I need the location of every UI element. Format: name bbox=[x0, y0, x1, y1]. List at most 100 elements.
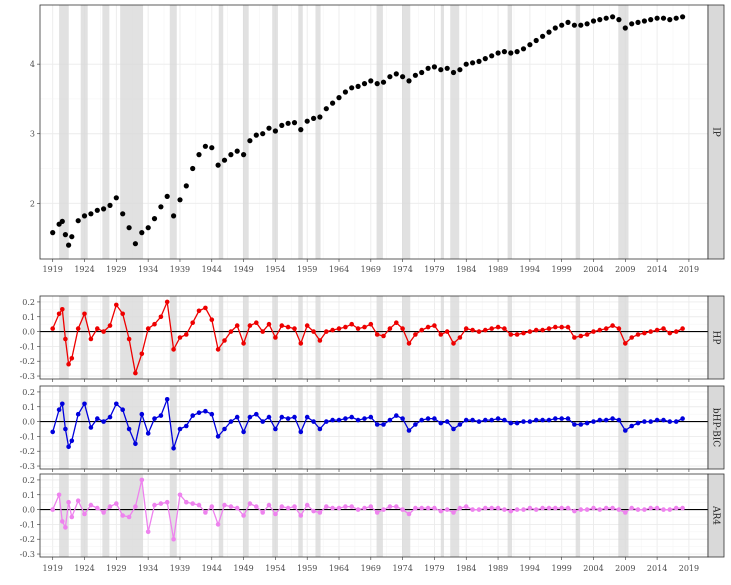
data-point bbox=[349, 504, 355, 509]
recession-band bbox=[102, 386, 110, 469]
data-point bbox=[559, 416, 564, 421]
x-tick-label: 1949 bbox=[233, 265, 253, 274]
data-point bbox=[215, 522, 221, 527]
data-point bbox=[272, 128, 278, 134]
recession-band bbox=[169, 296, 177, 379]
data-point bbox=[158, 413, 164, 418]
data-point bbox=[502, 507, 507, 512]
data-point bbox=[635, 332, 641, 337]
recession-band bbox=[298, 386, 303, 469]
data-point bbox=[221, 157, 228, 163]
data-point bbox=[133, 441, 138, 447]
data-point bbox=[317, 338, 323, 343]
x-tick-label: 2004 bbox=[583, 265, 603, 274]
data-point bbox=[241, 513, 246, 518]
data-point bbox=[578, 333, 584, 339]
data-point bbox=[298, 341, 304, 346]
data-point bbox=[273, 335, 278, 340]
data-point bbox=[82, 311, 87, 317]
data-point bbox=[533, 327, 539, 333]
data-point bbox=[101, 510, 106, 515]
data-point bbox=[578, 507, 584, 512]
data-point bbox=[177, 335, 183, 340]
data-point bbox=[533, 507, 539, 512]
data-point bbox=[222, 502, 227, 508]
data-point bbox=[483, 505, 488, 511]
data-point bbox=[323, 106, 329, 112]
data-point bbox=[266, 321, 272, 327]
data-point bbox=[565, 505, 571, 511]
data-point bbox=[62, 232, 68, 238]
data-point bbox=[203, 408, 208, 414]
data-point bbox=[66, 361, 71, 367]
data-point bbox=[50, 429, 55, 435]
data-point bbox=[374, 81, 380, 87]
y-tick-label: 0.0 bbox=[22, 506, 35, 515]
data-point bbox=[152, 321, 157, 327]
data-point bbox=[60, 401, 65, 407]
data-point bbox=[202, 143, 208, 149]
data-point bbox=[540, 33, 546, 39]
data-point bbox=[438, 332, 444, 337]
data-point bbox=[393, 71, 399, 77]
data-point bbox=[311, 419, 316, 424]
data-point bbox=[190, 413, 195, 418]
data-point bbox=[158, 501, 164, 506]
data-point bbox=[50, 507, 55, 512]
data-point bbox=[260, 419, 266, 424]
data-point bbox=[69, 234, 75, 240]
data-point bbox=[476, 58, 482, 64]
data-point bbox=[514, 420, 520, 426]
data-point bbox=[132, 241, 138, 247]
data-point bbox=[56, 492, 62, 498]
data-point bbox=[597, 507, 603, 512]
data-point bbox=[654, 417, 660, 423]
recession-band bbox=[450, 5, 460, 259]
data-point bbox=[527, 329, 533, 334]
x-tick-label: 1984 bbox=[456, 265, 476, 274]
recession-band bbox=[120, 386, 144, 469]
data-point bbox=[291, 120, 298, 126]
data-point bbox=[177, 197, 183, 203]
y-tick-label: 0.2 bbox=[22, 476, 35, 485]
data-point bbox=[368, 414, 374, 420]
data-point bbox=[661, 326, 666, 331]
data-point bbox=[412, 72, 418, 78]
recession-band bbox=[575, 386, 581, 469]
data-point bbox=[400, 74, 406, 80]
data-point bbox=[234, 323, 240, 328]
data-point bbox=[209, 145, 215, 151]
data-point bbox=[495, 50, 501, 56]
data-point bbox=[673, 505, 679, 511]
data-point bbox=[597, 417, 603, 423]
data-point bbox=[63, 336, 68, 342]
x-tick-label: 1959 bbox=[297, 265, 317, 274]
data-point bbox=[184, 423, 189, 429]
recession-band bbox=[440, 474, 444, 557]
data-point bbox=[457, 505, 463, 511]
data-point bbox=[514, 49, 520, 55]
data-point bbox=[113, 195, 119, 201]
y-tick-label: -0.3 bbox=[20, 550, 35, 559]
recession-band bbox=[440, 5, 444, 259]
data-point bbox=[56, 407, 62, 413]
data-point bbox=[616, 17, 622, 23]
data-point bbox=[101, 329, 106, 334]
data-point bbox=[381, 333, 386, 339]
data-point bbox=[336, 417, 342, 423]
recession-band bbox=[59, 5, 69, 259]
data-point bbox=[514, 507, 520, 512]
data-point bbox=[120, 211, 126, 217]
data-point bbox=[324, 329, 329, 334]
panel-1: 2 3 4 1919 1924 1929 1934 1939 1944 1949 1954 1959 1… bbox=[30, 4, 725, 274]
data-point bbox=[578, 22, 584, 28]
data-point bbox=[610, 323, 615, 328]
recession-band bbox=[575, 474, 581, 557]
data-point bbox=[572, 508, 577, 514]
data-point bbox=[680, 14, 686, 20]
data-point bbox=[253, 132, 259, 138]
data-point bbox=[483, 417, 488, 423]
data-point bbox=[101, 206, 107, 212]
recession-band bbox=[507, 5, 513, 259]
y-tick-label: -0.1 bbox=[20, 520, 35, 529]
